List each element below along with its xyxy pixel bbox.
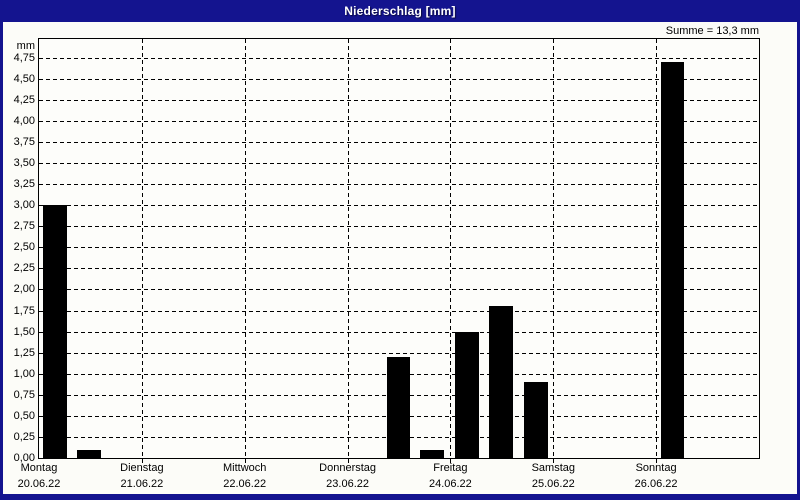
date-label: 24.06.22 <box>428 478 472 490</box>
h-gridline <box>39 268 759 270</box>
y-tick-label: 1,50 <box>13 325 35 338</box>
y-tick-label: 0,25 <box>13 430 35 443</box>
h-gridline <box>39 99 759 101</box>
x-tick-mark <box>347 459 349 463</box>
day-gridline <box>450 39 452 458</box>
y-tick-label: 1,25 <box>13 346 35 359</box>
h-gridline <box>39 331 759 333</box>
h-gridline <box>39 141 759 143</box>
x-tick-mark <box>553 459 555 463</box>
chart-content: Summe = 13,3 mm mm 0,00 0,25 0,50 0,75 1,00 1… <box>3 22 797 494</box>
x-tick-mark <box>141 459 143 463</box>
window-title: Niederschlag [mm] <box>344 4 456 18</box>
date-label: 22.06.22 <box>223 478 267 490</box>
h-gridline <box>39 247 759 249</box>
x-tick-mark <box>244 459 246 463</box>
day-gridline <box>141 39 143 458</box>
day-label: Donnerstag <box>319 462 377 474</box>
h-gridline <box>39 162 759 164</box>
h-gridline <box>39 205 759 207</box>
h-gridline <box>39 226 759 228</box>
precip-bar <box>661 61 684 458</box>
y-tick-label: 3,00 <box>13 199 35 212</box>
x-tick-mark <box>656 459 658 463</box>
y-tick-label: 4,75 <box>13 51 35 64</box>
h-gridline <box>39 352 759 354</box>
y-tick-label: 1,00 <box>13 367 35 380</box>
date-label: 26.06.22 <box>634 478 678 490</box>
y-tick-label: 2,00 <box>13 283 35 296</box>
precip-bar <box>524 382 548 458</box>
day-gridline <box>553 39 555 458</box>
y-axis-unit-label: mm <box>16 40 35 52</box>
y-tick-label: 2,75 <box>13 220 35 233</box>
date-label: 20.06.22 <box>17 478 61 490</box>
y-tick-label: 3,25 <box>13 178 35 190</box>
h-gridline <box>39 78 759 80</box>
y-tick-label: 0,00 <box>13 452 35 464</box>
plot-area <box>38 38 760 459</box>
precip-bar <box>77 449 101 458</box>
title-bar: Niederschlag [mm] <box>0 0 800 22</box>
day-label: Sonntag <box>635 462 677 474</box>
day-label: Montag <box>20 462 58 474</box>
y-tick-label: 2,50 <box>13 241 35 254</box>
date-label: 25.06.22 <box>531 478 575 490</box>
day-gridline <box>656 39 658 458</box>
h-gridline <box>39 120 759 122</box>
h-gridline <box>39 310 759 312</box>
y-tick-label: 3,50 <box>13 156 35 169</box>
day-label: Mittwoch <box>222 462 267 474</box>
precip-bar <box>43 205 67 458</box>
day-label: Freitag <box>433 462 468 474</box>
precip-bar <box>455 331 479 458</box>
y-tick-label: 1,75 <box>13 304 35 317</box>
date-label: 23.06.22 <box>326 478 369 490</box>
y-tick-label: 4,25 <box>13 93 35 106</box>
h-gridline <box>39 57 759 59</box>
y-tick-label: 3,75 <box>13 135 35 148</box>
day-gridline <box>347 39 349 458</box>
day-gridline <box>244 39 246 458</box>
y-tick-label: 0,75 <box>13 388 35 401</box>
precip-bar <box>489 306 513 458</box>
day-label: Samstag <box>531 462 575 474</box>
h-gridline <box>39 184 759 185</box>
date-label: 21.06.22 <box>120 478 164 490</box>
h-gridline <box>39 289 759 291</box>
precip-bar <box>420 449 444 458</box>
y-tick-label: 4,50 <box>13 72 35 85</box>
y-tick-label: 2,25 <box>13 262 35 275</box>
y-tick-label: 0,50 <box>13 409 35 422</box>
sum-label: Summe = 13,3 mm <box>665 25 759 37</box>
day-label: Dienstag <box>120 462 164 474</box>
y-tick-label: 4,00 <box>13 114 35 127</box>
precip-bar <box>387 356 410 458</box>
x-tick-mark <box>450 459 452 463</box>
